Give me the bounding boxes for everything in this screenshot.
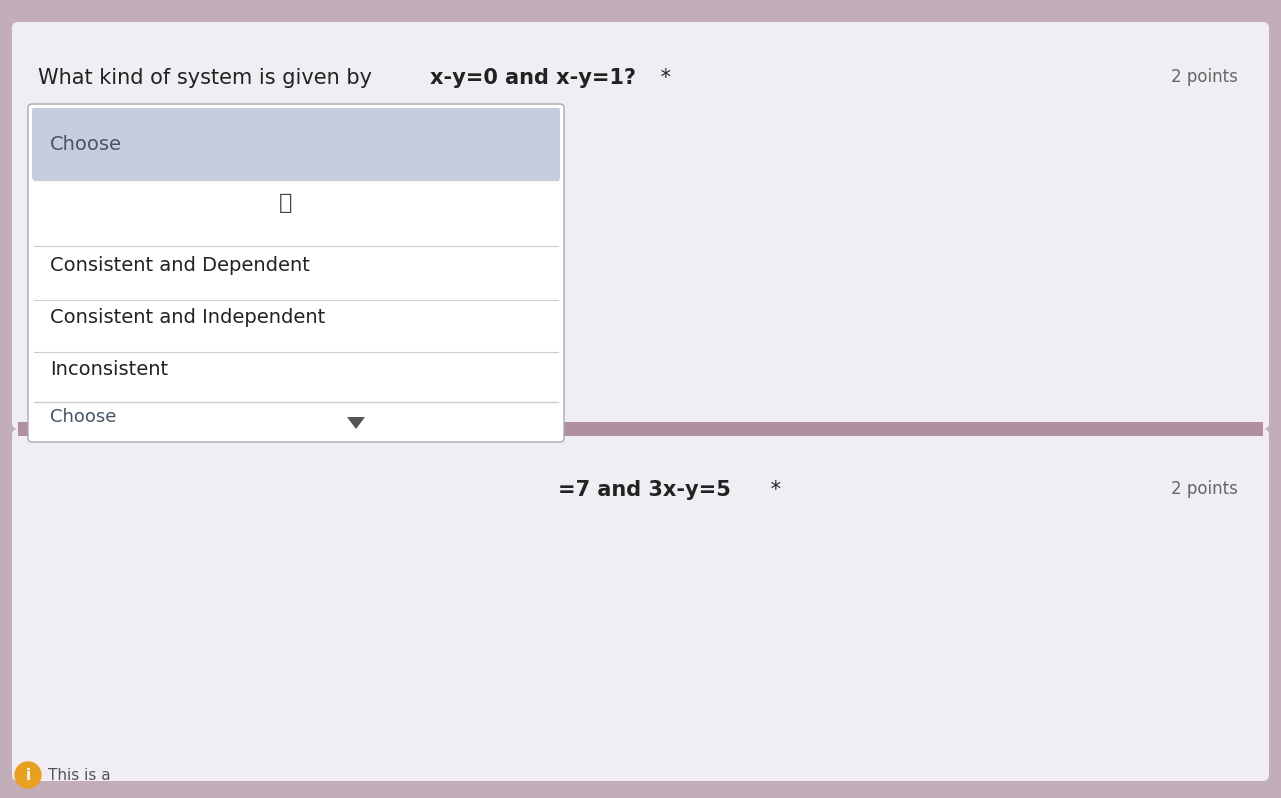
Text: x-y=0 and x-y=1?: x-y=0 and x-y=1? (430, 68, 635, 88)
FancyBboxPatch shape (28, 104, 564, 442)
Text: 👇: 👇 (279, 193, 292, 213)
Text: 2 points: 2 points (1171, 480, 1237, 498)
Text: *: * (763, 480, 781, 500)
Text: Choose: Choose (50, 408, 117, 426)
Text: i: i (26, 768, 31, 783)
Text: This is a: This is a (47, 768, 110, 783)
FancyBboxPatch shape (32, 108, 560, 180)
Bar (18, 422, 1263, 436)
FancyBboxPatch shape (12, 22, 1269, 429)
Text: 2 points: 2 points (1171, 68, 1237, 86)
Text: *: * (655, 68, 671, 88)
Text: Inconsistent: Inconsistent (50, 360, 168, 379)
Text: What kind of system is given by: What kind of system is given by (38, 68, 379, 88)
Text: Consistent and Independent: Consistent and Independent (50, 308, 325, 327)
Text: =7 and 3x-y=5: =7 and 3x-y=5 (559, 480, 731, 500)
Text: Choose: Choose (50, 135, 122, 153)
FancyBboxPatch shape (12, 429, 1269, 781)
Circle shape (15, 762, 41, 788)
Text: Consistent and Dependent: Consistent and Dependent (50, 256, 310, 275)
Polygon shape (347, 417, 365, 429)
